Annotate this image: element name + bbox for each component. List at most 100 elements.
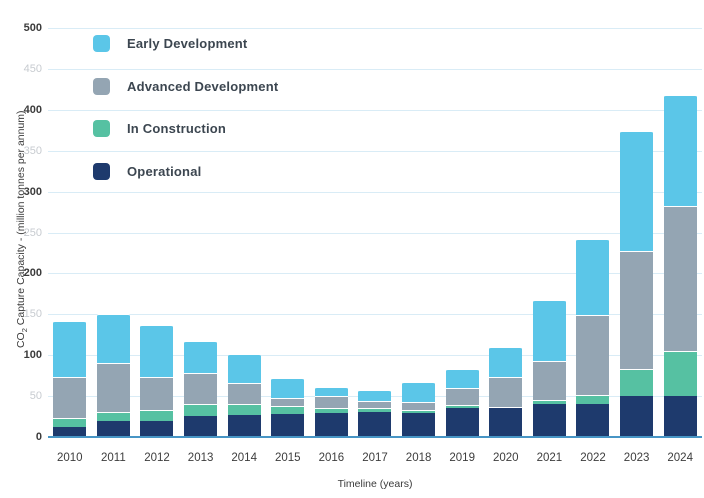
bar-2019-in-construction[interactable] xyxy=(445,405,479,408)
bar-slot-2010 xyxy=(48,320,92,437)
bar-2024 xyxy=(663,95,697,437)
bar-2017-in-construction[interactable] xyxy=(358,408,392,413)
y-tick-150: 150 xyxy=(23,308,42,321)
bar-2013-in-construction[interactable] xyxy=(184,404,218,416)
bar-2016-advanced-development[interactable] xyxy=(314,396,348,409)
x-label-2022: 2022 xyxy=(580,452,606,464)
bar-2014-early-development[interactable] xyxy=(227,354,261,384)
x-label-2015: 2015 xyxy=(275,452,301,464)
bar-2016-early-development[interactable] xyxy=(314,387,348,397)
bar-2012-operational[interactable] xyxy=(140,420,174,437)
legend-item-in-construction[interactable]: In Construction xyxy=(93,115,278,142)
legend-item-operational[interactable]: Operational xyxy=(93,158,278,185)
bar-slot-2022 xyxy=(571,239,615,437)
bar-2023-early-development[interactable] xyxy=(620,131,654,252)
bar-2012-early-development[interactable] xyxy=(140,324,174,378)
bar-2017 xyxy=(358,389,392,437)
gridline-100 xyxy=(48,355,702,357)
bar-2022-advanced-development[interactable] xyxy=(576,315,610,396)
x-label-2016: 2016 xyxy=(318,452,345,464)
bar-slot-2021 xyxy=(528,300,572,437)
bar-2011-operational[interactable] xyxy=(96,420,130,437)
y-tick-100: 100 xyxy=(23,349,42,362)
bar-2010-operational[interactable] xyxy=(53,427,87,437)
bar-2013-advanced-development[interactable] xyxy=(184,373,218,405)
bar-2016-operational[interactable] xyxy=(314,413,348,437)
bar-2021-operational[interactable] xyxy=(532,404,566,437)
bar-2015-in-construction[interactable] xyxy=(271,405,305,415)
bar-2024-operational[interactable] xyxy=(663,396,697,437)
bar-2024-early-development[interactable] xyxy=(663,95,697,206)
bar-2019-early-development[interactable] xyxy=(445,369,479,388)
bar-2010-in-construction[interactable] xyxy=(53,418,87,428)
x-label-2010: 2010 xyxy=(57,452,83,464)
bar-2021 xyxy=(532,300,566,437)
bar-2020-operational[interactable] xyxy=(489,407,523,437)
x-label-2024: 2024 xyxy=(667,452,693,464)
bar-2014-operational[interactable] xyxy=(227,414,261,437)
bar-2022-in-construction[interactable] xyxy=(576,395,610,405)
bar-2011-advanced-development[interactable] xyxy=(96,363,130,412)
bar-2016 xyxy=(314,387,348,437)
bar-2022-operational[interactable] xyxy=(576,404,610,437)
y-tick-450: 450 xyxy=(23,62,42,75)
x-label-2017: 2017 xyxy=(362,452,388,464)
bar-2015-early-development[interactable] xyxy=(271,378,305,398)
bar-2010-advanced-development[interactable] xyxy=(53,377,87,419)
bar-slot-2023 xyxy=(615,131,659,437)
bar-2021-in-construction[interactable] xyxy=(532,400,566,405)
x-label-2012: 2012 xyxy=(144,452,170,464)
y-axis-title-prefix: CO xyxy=(14,332,27,349)
gridline-300 xyxy=(48,191,702,193)
bar-2011-early-development[interactable] xyxy=(96,313,130,364)
bar-2012-advanced-development[interactable] xyxy=(140,377,174,411)
bar-2020-early-development[interactable] xyxy=(489,346,523,378)
gridline-500 xyxy=(48,28,702,29)
bar-2023-operational[interactable] xyxy=(620,396,654,437)
gridline-200 xyxy=(48,273,702,275)
bar-2018-in-construction[interactable] xyxy=(402,410,436,414)
bar-2019-operational[interactable] xyxy=(445,407,479,437)
bar-2016-in-construction[interactable] xyxy=(314,408,348,414)
bar-2022-early-development[interactable] xyxy=(576,239,610,316)
bar-slot-2011 xyxy=(92,313,136,437)
bar-slot-2013 xyxy=(179,340,223,437)
bar-2020-in-construction[interactable] xyxy=(489,406,523,408)
bar-2017-early-development[interactable] xyxy=(358,389,392,402)
bar-2017-operational[interactable] xyxy=(358,412,392,437)
bar-2013-early-development[interactable] xyxy=(184,340,218,374)
bar-slot-2012 xyxy=(135,324,179,437)
legend: Early Development Advanced Development In … xyxy=(93,30,278,200)
bar-2015-advanced-development[interactable] xyxy=(271,397,305,406)
bar-slot-2020 xyxy=(484,346,528,437)
bar-2021-early-development[interactable] xyxy=(532,300,566,361)
bar-2012-in-construction[interactable] xyxy=(140,410,174,421)
x-label-2014: 2014 xyxy=(231,452,257,464)
bar-2020-advanced-development[interactable] xyxy=(489,377,523,407)
bar-slot-2017 xyxy=(353,389,397,437)
bar-2023-advanced-development[interactable] xyxy=(620,251,654,370)
bar-2014-in-construction[interactable] xyxy=(227,404,261,415)
bar-2018-early-development[interactable] xyxy=(402,382,436,402)
bar-2023-in-construction[interactable] xyxy=(620,369,654,397)
x-label-2019: 2019 xyxy=(449,452,475,464)
y-axis-title-subscript: 2 xyxy=(20,328,30,333)
bar-2024-in-construction[interactable] xyxy=(663,351,697,397)
bar-2017-advanced-development[interactable] xyxy=(358,401,392,409)
bar-2014-advanced-development[interactable] xyxy=(227,383,261,405)
gridline-400 xyxy=(48,109,702,111)
bar-2011-in-construction[interactable] xyxy=(96,411,130,421)
bar-2013-operational[interactable] xyxy=(184,415,218,437)
bar-2018-advanced-development[interactable] xyxy=(402,401,436,411)
bar-2010-early-development[interactable] xyxy=(53,320,87,378)
bar-2024-advanced-development[interactable] xyxy=(663,205,697,352)
y-tick-300: 300 xyxy=(23,185,42,198)
legend-item-early-development[interactable]: Early Development xyxy=(93,30,278,57)
bar-2018-operational[interactable] xyxy=(402,413,436,437)
legend-item-advanced-development[interactable]: Advanced Development xyxy=(93,73,278,100)
bar-2015-operational[interactable] xyxy=(271,414,305,437)
bar-2021-advanced-development[interactable] xyxy=(532,360,566,401)
y-tick-500: 500 xyxy=(23,22,42,34)
gridline-350 xyxy=(48,150,702,152)
bar-2019-advanced-development[interactable] xyxy=(445,387,479,406)
